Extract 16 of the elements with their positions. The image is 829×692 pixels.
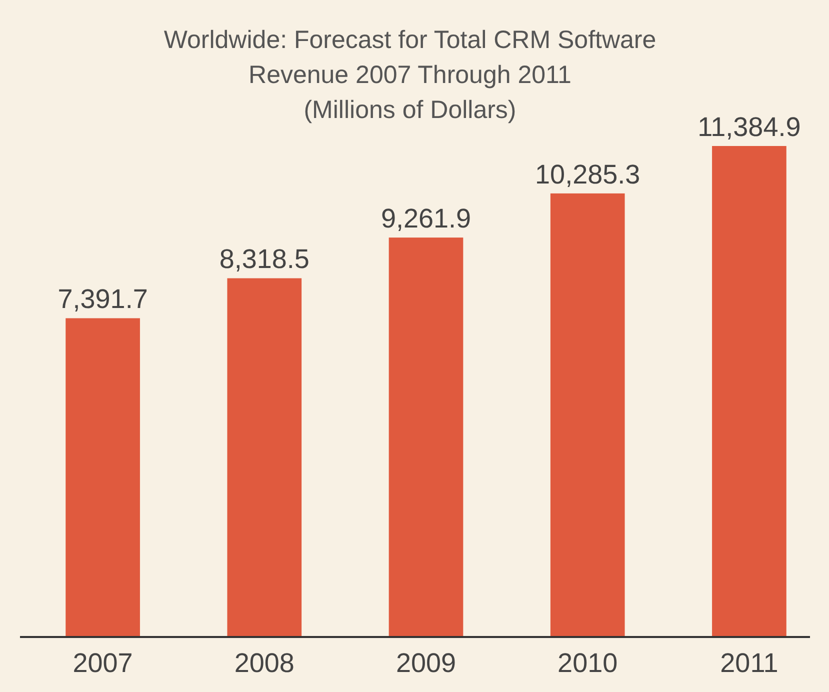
x-tick-label: 2009: [396, 648, 456, 678]
bar: [550, 193, 625, 637]
bar: [66, 318, 140, 637]
data-label: 8,318.5: [219, 244, 310, 274]
data-label: 11,384.9: [698, 112, 801, 142]
data-label: 7,391.7: [58, 284, 148, 314]
bar: [227, 278, 302, 637]
chart-title: Worldwide: Forecast for Total CRM Software Revenue 2007 Through 2011 (Millions of Dollars): [164, 26, 656, 124]
bar: [388, 238, 464, 637]
x-tick-label: 2008: [234, 648, 294, 678]
data-label: 9,261.9: [380, 204, 472, 234]
x-tick-label: 2010: [558, 648, 618, 678]
x-tick-label: 2007: [72, 648, 133, 678]
data-label: 10,285.3: [535, 159, 640, 190]
x-tick-label: 2011: [720, 648, 778, 678]
bar: [712, 146, 786, 637]
